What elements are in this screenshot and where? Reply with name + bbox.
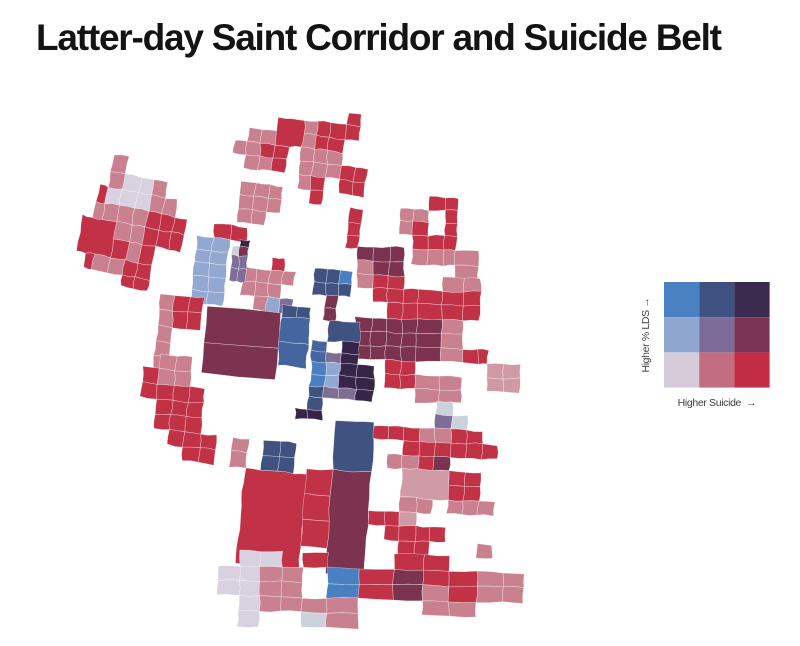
- svg-text:Higher Suicide →: Higher Suicide →: [678, 397, 757, 409]
- svg-text:Higher % LDS →: Higher % LDS →: [640, 297, 652, 372]
